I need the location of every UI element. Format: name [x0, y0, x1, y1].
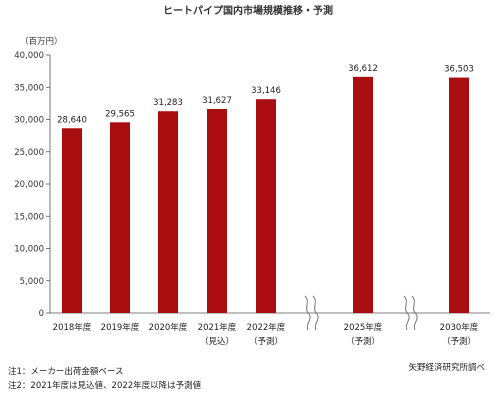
x-tick-label: 2020年度	[149, 322, 188, 333]
y-tick-label: 35,000	[14, 83, 44, 93]
chart-title: ヒートパイプ国内市場規模推移・予測	[163, 4, 333, 17]
x-tick-label: 2030年度	[440, 322, 479, 333]
axis-break-mark	[312, 295, 319, 331]
data-label: 33,146	[251, 86, 281, 96]
y-tick-label: 10,000	[14, 245, 44, 255]
bar	[62, 128, 82, 313]
bar	[449, 77, 469, 313]
y-tick-label: 30,000	[14, 116, 44, 126]
axis-break-mark	[411, 295, 418, 331]
y-tick-label: 5,000	[20, 277, 44, 287]
source-label: 矢野経済研究所調べ	[408, 363, 485, 373]
data-label: 36,612	[348, 64, 378, 74]
data-label: 29,565	[105, 109, 135, 119]
bar	[207, 109, 227, 313]
x-tick-sublabel: （予測）	[442, 336, 476, 347]
axis-break-mark	[403, 295, 410, 331]
bar	[158, 111, 178, 314]
data-label: 28,640	[57, 115, 87, 125]
x-tick-label: 2025年度	[344, 322, 383, 333]
y-tick-label: 25,000	[14, 148, 44, 158]
y-tick-label: 20,000	[14, 180, 44, 190]
x-tick-sublabel: （予測）	[249, 336, 283, 347]
bar	[110, 122, 130, 313]
data-label: 31,283	[153, 98, 183, 108]
y-axis-unit: （百万円）	[20, 36, 63, 47]
y-tick-label: 15,000	[14, 212, 44, 222]
x-tick-sublabel: （予測）	[346, 336, 380, 347]
bar	[353, 76, 373, 313]
data-label: 31,627	[202, 96, 232, 106]
x-tick-label: 2019年度	[101, 322, 140, 333]
y-tick-label: 0	[39, 309, 44, 319]
note-1: 注1：メーカー出荷金額ベース	[8, 367, 124, 377]
y-tick-label: 40,000	[14, 51, 44, 61]
x-tick-label: 2018年度	[53, 322, 92, 333]
x-tick-label: 2021年度	[198, 322, 237, 333]
note-2: 注2：2021年度は見込値、2022年度以降は予測値	[8, 381, 202, 391]
x-tick-label: 2022年度	[247, 322, 286, 333]
data-label: 36,503	[444, 65, 474, 75]
bar	[256, 99, 276, 313]
axis-break-mark	[304, 295, 311, 331]
x-tick-sublabel: （見込）	[200, 336, 234, 347]
